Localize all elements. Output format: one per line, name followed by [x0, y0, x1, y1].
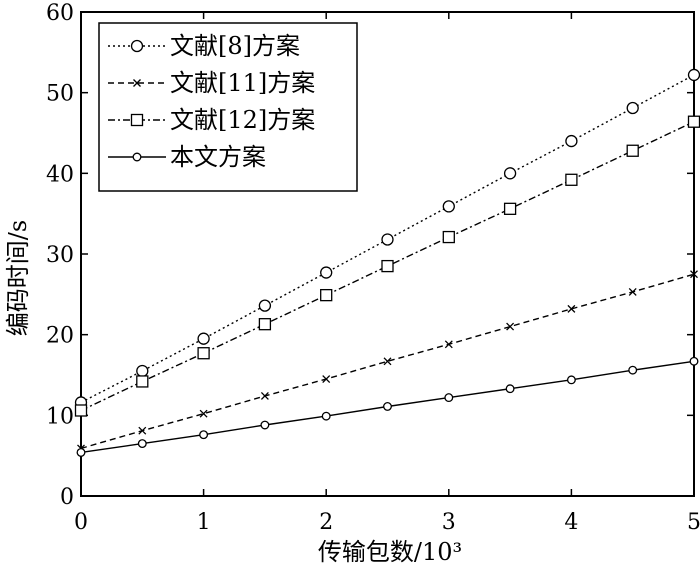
- data-point: [628, 365, 638, 375]
- data-point: [74, 404, 88, 417]
- x-marker-stroke: [628, 287, 637, 296]
- data-point: [320, 266, 333, 279]
- x-marker-stroke: [444, 340, 453, 349]
- x-tick-label: 3: [442, 510, 456, 535]
- x-tick-label: 2: [319, 510, 333, 535]
- y-tick-label: 50: [46, 82, 74, 107]
- legend-label: 文献[12]方案: [170, 106, 315, 134]
- x-marker-stroke: [322, 375, 331, 383]
- data-point: [444, 393, 454, 403]
- data-point: [687, 115, 700, 128]
- data-point: [628, 287, 637, 296]
- x-marker-stroke: [133, 79, 141, 87]
- y-tick-label: 10: [46, 404, 74, 429]
- data-point: [138, 426, 147, 435]
- legend-marker: [130, 39, 144, 53]
- y-axis-label: 编码时间/s: [4, 220, 32, 336]
- data-point: [566, 375, 576, 385]
- x-marker-stroke: [567, 304, 576, 313]
- data-point: [626, 144, 639, 157]
- data-point: [322, 375, 331, 383]
- legend-label: 文献[8]方案: [170, 32, 300, 60]
- series-layer: [74, 68, 700, 457]
- data-point: [381, 259, 394, 273]
- legend-label: 文献[11]方案: [170, 69, 315, 97]
- y-tick-label: 60: [46, 1, 74, 26]
- data-point: [442, 200, 455, 213]
- data-point: [444, 340, 453, 349]
- x-tick-label: 0: [74, 510, 88, 535]
- data-point: [137, 439, 147, 449]
- data-point: [197, 347, 210, 360]
- series-line: [80, 74, 695, 404]
- x-marker-stroke: [199, 409, 208, 418]
- x-marker-stroke: [260, 392, 269, 400]
- data-point: [199, 430, 209, 440]
- data-point: [505, 384, 515, 394]
- data-point: [260, 392, 269, 400]
- series-line: [80, 273, 695, 450]
- data-point: [76, 447, 86, 457]
- y-tick-label: 30: [46, 243, 74, 268]
- data-point: [320, 288, 333, 302]
- data-point: [199, 409, 208, 418]
- legend-box: [98, 22, 358, 192]
- data-point: [260, 420, 270, 430]
- series-3: [74, 115, 700, 417]
- data-point: [383, 402, 392, 411]
- legend-label: 本文方案: [170, 143, 266, 171]
- series-2: [77, 270, 698, 453]
- x-marker-stroke: [506, 322, 515, 331]
- x-tick-label: 5: [687, 510, 700, 535]
- x-tick-label: 4: [564, 510, 578, 535]
- legend-marker: [133, 79, 141, 87]
- data-point: [136, 364, 149, 378]
- data-point: [321, 411, 331, 421]
- data-point: [503, 167, 517, 180]
- data-point: [197, 332, 210, 345]
- data-point: [565, 173, 578, 186]
- data-point: [258, 299, 272, 312]
- x-marker-stroke: [138, 426, 147, 435]
- data-point: [626, 101, 639, 115]
- x-marker-stroke: [690, 270, 698, 279]
- legend-marker: [132, 152, 142, 162]
- data-point: [690, 270, 698, 279]
- legend-marker: [130, 113, 144, 127]
- data-point: [567, 304, 576, 313]
- x-tick-label: 1: [197, 510, 211, 535]
- data-point: [503, 202, 517, 215]
- data-point: [442, 230, 455, 244]
- data-point: [689, 356, 699, 366]
- x-axis-label: 传输包数/10³: [318, 538, 462, 566]
- data-point: [565, 134, 578, 148]
- data-point: [258, 318, 272, 331]
- y-tick-label: 0: [60, 485, 74, 510]
- y-tick-label: 20: [46, 324, 74, 349]
- data-point: [381, 233, 394, 246]
- y-tick-label: 40: [46, 162, 74, 187]
- data-point: [136, 375, 149, 388]
- series-4: [76, 356, 699, 457]
- data-point: [687, 68, 700, 82]
- x-marker-stroke: [383, 357, 392, 366]
- data-point: [506, 322, 515, 331]
- data-point: [383, 357, 392, 366]
